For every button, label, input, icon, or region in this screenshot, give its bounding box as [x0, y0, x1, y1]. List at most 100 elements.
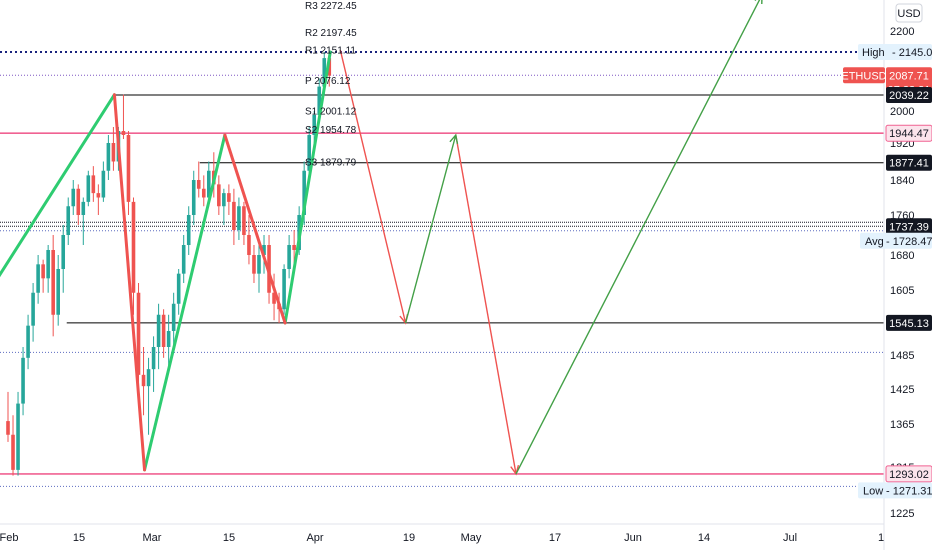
level-tag-1877.41: 1877.41 — [886, 154, 932, 171]
candle-body — [232, 201, 236, 230]
candle-body — [242, 206, 246, 235]
time-tick-label[interactable]: 1 — [878, 532, 884, 544]
candle-body — [257, 255, 261, 274]
candle-body — [171, 303, 176, 331]
high-tag: High - 2145.00 — [858, 44, 932, 60]
candle-body — [206, 170, 211, 198]
time-tick-label[interactable]: Apr — [306, 532, 323, 544]
low-tag-label: Low — [863, 485, 883, 497]
projection-up-arrow — [404, 134, 457, 324]
zigzag-up-line — [283, 50, 332, 325]
avg-tag-value: - 1728.47 — [886, 236, 932, 248]
low-tag-value: - 1271.31 — [886, 485, 932, 497]
high-tag-value: - 2145.00 — [892, 47, 932, 59]
level-tag-1293.02-box — [885, 465, 932, 483]
candle-body — [161, 314, 166, 347]
last-price-value: 2087.71 — [889, 70, 929, 82]
time-tick-label[interactable]: Jun — [624, 532, 642, 544]
zigzag-up-line — [0, 93, 116, 278]
time-tick-label[interactable]: 15 — [223, 532, 235, 544]
level-tag-1737.39: 1737.39 — [886, 218, 932, 235]
price-tick-label[interactable]: 1485 — [890, 350, 914, 362]
candle-body — [16, 403, 20, 470]
price-tick-label[interactable]: 1605 — [890, 285, 914, 297]
avg-tag: Avg - 1728.47 — [860, 232, 932, 249]
candle-body — [146, 369, 151, 387]
level-tag-2039.22-box — [886, 87, 932, 104]
time-tick-label[interactable]: Feb — [0, 532, 18, 544]
projection-down-arrow — [339, 49, 407, 324]
zigzag-down-line — [223, 133, 287, 325]
price-tick-label[interactable]: 2200 — [890, 26, 914, 38]
pivot-label: R3 2272.45 — [305, 1, 357, 12]
candle-body — [11, 434, 15, 470]
price-tick-label[interactable]: 1225 — [890, 508, 914, 520]
time-axis-ticks[interactable]: Feb 15 Mar 15 Apr 19 May 17 Jun 14 Jul 1 — [0, 532, 884, 544]
level-tag-1944.47: 1944.47 — [885, 124, 932, 142]
currency-label: USD — [897, 8, 920, 20]
candle-body — [292, 245, 296, 250]
candle-body — [121, 131, 126, 135]
candle-body — [282, 269, 286, 310]
currency-button-frame[interactable] — [895, 3, 923, 23]
candle-body — [237, 206, 241, 230]
time-tick-label[interactable]: Mar — [143, 532, 162, 544]
candle-body — [96, 193, 101, 198]
price-axis-ticks[interactable]: 1225131513651425148516051680176018401920… — [890, 26, 914, 520]
candle-body — [51, 250, 55, 315]
candle-body — [71, 188, 76, 207]
level-lines — [0, 51, 884, 487]
pivot-label: P 2076.12 — [305, 76, 351, 87]
level-tag-1944.47-text: 1944.47 — [889, 128, 929, 140]
candle-body — [181, 245, 186, 274]
candle-body — [227, 193, 231, 202]
level-tag-1293.02: 1293.02 — [885, 465, 932, 483]
candle-body — [156, 314, 161, 347]
time-tick-label[interactable]: 15 — [73, 532, 85, 544]
time-tick-label[interactable]: Jul — [783, 532, 797, 544]
level-tag-2039.22-text: 2039.22 — [889, 90, 929, 102]
candle-body — [307, 135, 311, 171]
symbol-tag-text: ETHUSD — [841, 70, 886, 82]
price-tick-label[interactable]: 2000 — [890, 106, 914, 118]
zigzag-up-line — [143, 133, 227, 472]
time-tick-label[interactable]: 17 — [549, 532, 561, 544]
candle-body — [262, 245, 266, 255]
price-tick-label[interactable]: 1425 — [890, 384, 914, 396]
price-tick-label[interactable]: 1680 — [890, 250, 914, 262]
candle-body — [191, 180, 196, 215]
currency-button[interactable]: USD — [895, 3, 923, 23]
candle-body — [302, 170, 306, 215]
level-tag-1545.13-text: 1545.13 — [889, 318, 929, 330]
candle-body — [176, 273, 181, 304]
candle-body — [287, 245, 291, 269]
candle-body — [21, 357, 25, 404]
candle-body — [86, 175, 91, 202]
candle-body — [41, 264, 45, 279]
candle-body — [186, 215, 191, 245]
price-tick-label[interactable]: 1840 — [890, 175, 914, 187]
candle-body — [106, 143, 111, 171]
candle-body — [322, 58, 327, 87]
candle-body — [141, 374, 146, 387]
level-tag-1944.47-box — [885, 124, 932, 142]
avg-tag-box — [860, 232, 932, 249]
level-tag-1737.39-box — [886, 218, 932, 235]
symbol-tag-box — [843, 67, 885, 84]
candle-body — [56, 269, 60, 315]
price-tick-label[interactable]: 1365 — [890, 419, 914, 431]
candle-body — [151, 347, 156, 370]
level-tag-1545.13-box — [886, 314, 932, 331]
pivot-label: S3 1879.79 — [305, 158, 357, 169]
candle-body — [31, 292, 35, 326]
zigzag-down-line — [112, 93, 147, 472]
candle-body — [312, 115, 317, 135]
time-tick-label[interactable]: 19 — [403, 532, 415, 544]
candle-body — [76, 188, 81, 215]
time-tick-label[interactable]: 14 — [698, 532, 710, 544]
candle-body — [317, 86, 322, 115]
time-tick-label[interactable]: May — [461, 532, 482, 544]
